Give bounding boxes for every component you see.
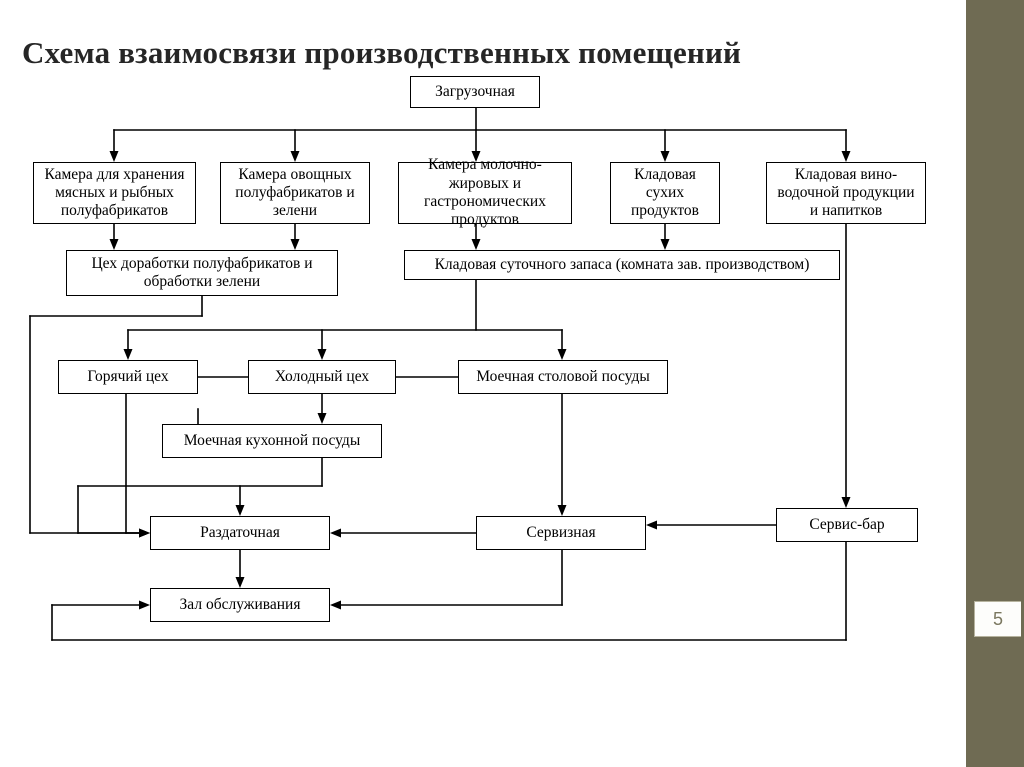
flowchart-node: Горячий цех	[58, 360, 198, 394]
flowchart-node: Раздаточная	[150, 516, 330, 550]
flowchart-node: Камера для хранения мясных и рыбных полу…	[33, 162, 196, 224]
flowchart-node: Цех доработки полуфабрикатов и обработки…	[66, 250, 338, 296]
flowchart-node: Холодный цех	[248, 360, 396, 394]
flowchart-node: Моечная столовой посуды	[458, 360, 668, 394]
flowchart-node: Моечная кухонной посуды	[162, 424, 382, 458]
slide-sidebar	[966, 0, 1024, 767]
flowchart-diagram: Загрузочная Камера для хранения мясных и …	[10, 64, 960, 704]
flowchart-node: Сервизная	[476, 516, 646, 550]
flowchart-node: Камера овощных полуфабрикатов и зелени	[220, 162, 370, 224]
flowchart-node: Сервис-бар	[776, 508, 918, 542]
flowchart-node: Кладовая вино-водочной продукции и напит…	[766, 162, 926, 224]
flowchart-node: Кладовая сухих продуктов	[610, 162, 720, 224]
flowchart-node: Зал обслуживания	[150, 588, 330, 622]
page-number-box: 5	[974, 601, 1021, 637]
page-number: 5	[993, 609, 1003, 629]
flowchart-node: Камера молочно-жировых и гастрономически…	[398, 162, 572, 224]
flowchart-node: Загрузочная	[410, 76, 540, 108]
flowchart-node: Кладовая суточного запаса (комната зав. …	[404, 250, 840, 280]
